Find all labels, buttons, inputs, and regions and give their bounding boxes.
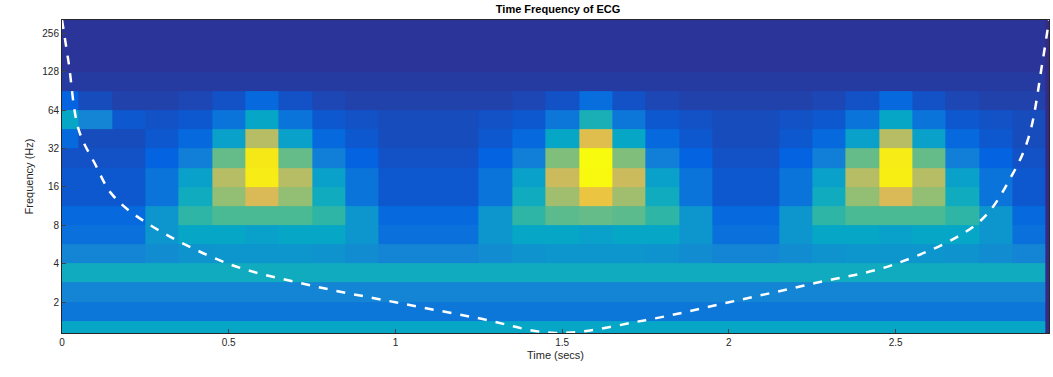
svg-text:32: 32 (48, 143, 60, 154)
svg-text:0.5: 0.5 (222, 337, 236, 348)
svg-text:16: 16 (48, 181, 60, 192)
svg-text:Time Frequency of ECG: Time Frequency of ECG (496, 3, 621, 15)
svg-text:2: 2 (726, 337, 732, 348)
svg-text:8: 8 (53, 220, 59, 231)
svg-text:64: 64 (48, 105, 60, 116)
svg-text:2: 2 (53, 297, 59, 308)
svg-text:1.5: 1.5 (555, 337, 569, 348)
svg-text:256: 256 (42, 28, 59, 39)
svg-text:Time (secs): Time (secs) (527, 349, 584, 361)
svg-text:2.5: 2.5 (889, 337, 903, 348)
svg-text:1: 1 (393, 337, 399, 348)
svg-text:128: 128 (42, 66, 59, 77)
svg-text:4: 4 (53, 258, 59, 269)
svg-text:0: 0 (59, 337, 65, 348)
svg-text:Frequency (Hz): Frequency (Hz) (23, 139, 35, 215)
